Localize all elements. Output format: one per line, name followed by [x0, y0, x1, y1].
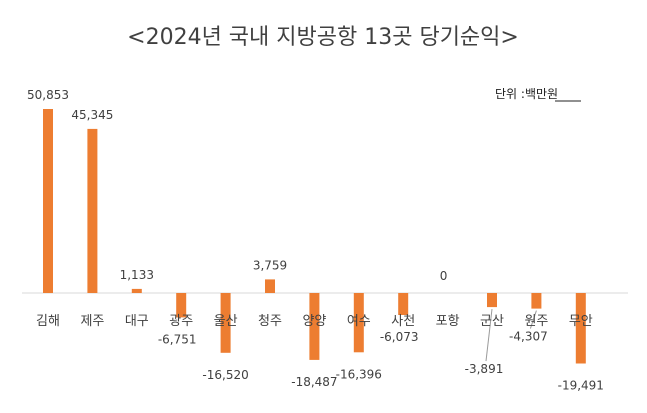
category-label: 포항 — [436, 314, 460, 329]
category-label: 사천 — [391, 314, 415, 329]
value-label: 0 — [440, 269, 448, 283]
bar — [265, 279, 275, 293]
value-label: 3,759 — [253, 258, 287, 272]
bar — [398, 293, 409, 315]
category-label: 청주 — [258, 314, 282, 329]
leader-lines-layer — [485, 309, 537, 362]
bar — [87, 128, 98, 293]
bar — [531, 293, 542, 309]
value-label: -6,751 — [158, 332, 197, 346]
category-label: 광주 — [169, 314, 193, 329]
value-label: -6,073 — [380, 330, 419, 344]
value-label: -4,307 — [509, 330, 548, 344]
category-label: 울산 — [214, 314, 238, 329]
value-label: 50,853 — [27, 88, 69, 102]
category-label: 무안 — [569, 314, 593, 329]
value-label: -16,520 — [202, 368, 248, 382]
category-label: 군산 — [480, 314, 504, 329]
category-label: 여수 — [347, 314, 371, 329]
value-label: -19,491 — [558, 379, 604, 393]
category-label: 원주 — [524, 314, 548, 329]
category-label: 양양 — [302, 314, 326, 329]
value-label: -16,396 — [336, 367, 382, 381]
bar — [43, 109, 53, 293]
bar — [176, 293, 187, 318]
value-label: 45,345 — [71, 108, 113, 122]
bar — [309, 293, 320, 360]
leader-line — [485, 309, 493, 362]
bar — [220, 293, 231, 353]
value-label: -3,891 — [465, 362, 504, 376]
chart-title: <2024년 국내 지방공항 13곳 당기순익> — [127, 25, 519, 50]
value-label: -18,487 — [291, 375, 337, 389]
leader-line — [529, 310, 537, 329]
category-label: 김해 — [36, 314, 60, 329]
unit-label: 단위 :백만원 — [495, 87, 558, 101]
category-label: 제주 — [80, 314, 104, 329]
category-label: 대구 — [125, 314, 149, 329]
value-label: 1,133 — [120, 268, 154, 282]
bar — [353, 293, 364, 353]
category-labels-layer: 김해 제주 대구 광주 울산 청주 양양 여수 사천 포항 군산 원주 무안 — [36, 314, 593, 329]
bars-layer — [43, 109, 586, 364]
bar — [487, 293, 497, 308]
bar — [575, 293, 586, 364]
bar — [131, 288, 142, 293]
